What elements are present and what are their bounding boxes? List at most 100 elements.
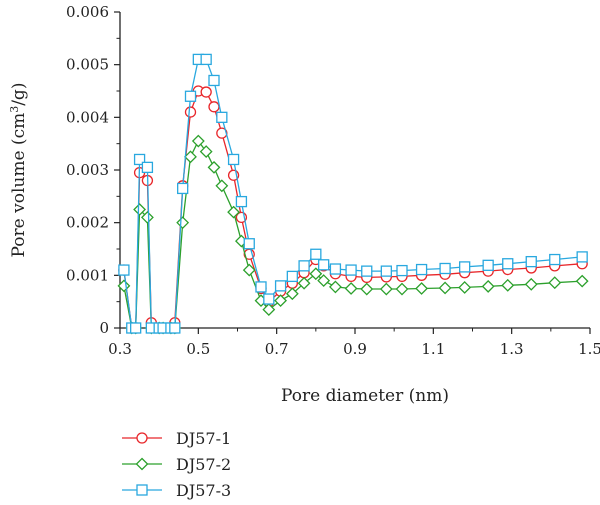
data-point-dj57-2 <box>140 210 154 224</box>
data-point-dj57-2 <box>199 145 213 158</box>
series-layer <box>117 53 589 335</box>
data-point-dj57-2 <box>379 282 393 296</box>
data-point-dj57-2 <box>548 276 562 290</box>
y-tick-label: 0.006 <box>66 3 109 21</box>
series-dj57-2 <box>117 134 589 335</box>
data-point-dj57-2 <box>344 282 358 295</box>
data-point-dj57-2 <box>285 287 299 301</box>
data-point-dj57-3 <box>208 74 220 87</box>
data-point-dj57-3 <box>459 261 471 273</box>
data-point-dj57-3 <box>482 259 494 271</box>
legend-label: DJ57-3 <box>176 481 231 500</box>
y-tick-label: 0.005 <box>66 56 109 74</box>
legend-item: DJ57-1 <box>122 429 231 448</box>
data-point-dj57-2 <box>360 282 374 296</box>
data-point-dj57-2 <box>191 134 205 148</box>
data-point-dj57-2 <box>481 279 495 293</box>
data-point-dj57-3 <box>263 293 275 305</box>
x-tick-label: 0.5 <box>186 340 210 358</box>
data-point-dj57-3 <box>227 153 240 166</box>
x-tick-label: 0.9 <box>343 340 367 358</box>
data-point-dj57-2 <box>227 205 241 219</box>
data-point-dj57-3 <box>169 322 181 334</box>
data-point-dj57-2 <box>274 294 288 308</box>
data-point-dj57-3 <box>274 280 287 292</box>
data-point-dj57-3 <box>310 248 322 260</box>
data-point-dj57-2 <box>207 160 221 174</box>
data-point-dj57-3 <box>298 260 310 272</box>
data-point-dj57-3 <box>329 263 342 275</box>
data-point-dj57-2 <box>395 282 409 296</box>
x-tick-label: 1.5 <box>578 340 600 358</box>
axes: 0.3 0.5 0.7 0.9 1.1 1.3 1.5 0 0.001 0.002 0.003 0.… <box>66 3 600 358</box>
data-point-dj57-2 <box>262 303 276 316</box>
data-point-dj57-3 <box>415 263 428 276</box>
series-dj57-3 <box>118 53 588 334</box>
data-point-dj57-3 <box>235 195 248 208</box>
series-dj57-1 <box>118 85 588 334</box>
data-point-dj57-3 <box>396 264 408 277</box>
data-point-dj57-2 <box>176 216 190 230</box>
data-point-dj57-3 <box>439 262 451 275</box>
y-axis-title-main: Pore volume (cm <box>9 113 29 258</box>
data-point-dj57-2 <box>438 281 452 295</box>
data-point-dj57-3 <box>118 264 130 276</box>
data-point-dj57-2 <box>415 282 429 295</box>
data-point-dj57-3 <box>502 258 514 270</box>
data-point-dj57-2 <box>328 280 342 294</box>
data-point-dj57-3 <box>184 90 197 102</box>
data-point-dj57-3 <box>177 182 189 195</box>
data-point-dj57-3 <box>216 111 228 123</box>
y-axis-ticks: 0 0.001 0.002 0.003 0.004 0.005 0.006 <box>66 3 120 337</box>
data-point-dj57-3 <box>549 253 561 266</box>
data-point-dj57-2 <box>575 274 589 288</box>
data-point-dj57-3 <box>243 238 255 250</box>
data-point-dj57-1 <box>200 86 212 98</box>
y-axis-title-superscript: 3 <box>8 106 21 113</box>
data-point-dj57-1 <box>184 106 197 118</box>
legend-item: DJ57-2 <box>122 455 231 474</box>
x-tick-label: 1.1 <box>421 340 445 358</box>
data-point-dj57-2 <box>297 276 311 290</box>
data-point-dj57-3 <box>318 259 330 271</box>
data-point-dj57-3 <box>200 53 212 66</box>
data-point-dj57-3 <box>255 281 267 293</box>
y-axis-title: Pore volume (cm3/g) <box>8 83 29 258</box>
data-point-dj57-2 <box>524 277 538 291</box>
data-point-dj57-2 <box>117 279 131 293</box>
data-point-dj57-1 <box>208 101 220 113</box>
legend-marker <box>136 432 148 444</box>
y-tick-label: 0.003 <box>66 161 109 179</box>
data-point-dj57-3 <box>576 251 588 263</box>
data-point-dj57-2 <box>215 179 229 193</box>
series-line-dj57-2 <box>123 139 583 329</box>
x-axis-title: Pore diameter (nm) <box>281 386 449 406</box>
y-tick-label: 0.004 <box>66 108 109 126</box>
data-point-dj57-2 <box>133 203 147 216</box>
data-point-dj57-3 <box>525 255 537 268</box>
y-axis-title-tail: /g) <box>9 83 29 106</box>
data-point-dj57-2 <box>317 274 331 288</box>
y-tick-label: 0 <box>99 319 109 337</box>
legend: DJ57-1 DJ57-2 DJ57-3 <box>122 429 231 500</box>
legend-item: DJ57-3 <box>122 481 231 500</box>
data-point-dj57-2 <box>458 281 472 294</box>
data-point-dj57-3 <box>380 265 392 277</box>
data-point-dj57-3 <box>286 270 298 283</box>
legend-marker <box>135 457 149 471</box>
x-tick-label: 0.7 <box>265 340 289 358</box>
data-point-dj57-3 <box>130 322 142 334</box>
legend-label: DJ57-2 <box>176 455 231 474</box>
data-point-dj57-2 <box>501 278 515 292</box>
y-tick-label: 0.002 <box>66 214 109 232</box>
y-tick-label: 0.001 <box>66 266 109 284</box>
x-tick-label: 1.3 <box>500 340 524 358</box>
legend-label: DJ57-1 <box>176 429 231 448</box>
data-point-dj57-3 <box>133 153 146 166</box>
data-point-dj57-2 <box>184 150 197 164</box>
legend-marker <box>136 484 148 496</box>
data-point-dj57-2 <box>309 267 323 281</box>
data-point-dj57-3 <box>141 161 154 174</box>
x-axis-ticks: 0.3 0.5 0.7 0.9 1.1 1.3 1.5 <box>108 328 600 358</box>
